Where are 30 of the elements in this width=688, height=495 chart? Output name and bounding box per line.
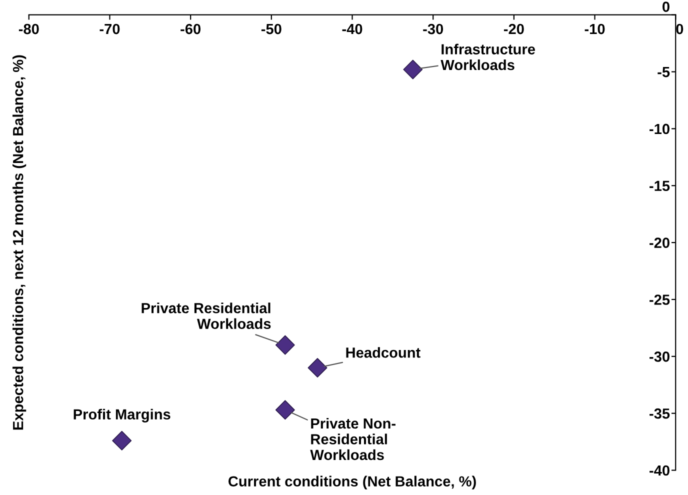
x-tick-label: -40 xyxy=(342,24,362,34)
point xyxy=(403,60,423,80)
annotation: Headcount xyxy=(346,347,420,358)
point xyxy=(308,358,328,378)
y-tick-label: -15 xyxy=(650,180,670,192)
x-tick-label: -60 xyxy=(180,24,201,34)
y-tick-label: -5 xyxy=(658,67,670,78)
x-tick-label: -20 xyxy=(504,24,524,34)
y-tick-label: -40 xyxy=(650,465,670,476)
y-tick-label: -25 xyxy=(650,294,670,305)
y-tick-label: -30 xyxy=(650,352,670,362)
x-tick-label: -70 xyxy=(100,24,120,34)
y-tick-label: -20 xyxy=(650,238,670,248)
y-axis-title: Expected conditions, next 12 months (Net Balance, %) xyxy=(12,55,26,430)
annotation: Private Non- Residential Workloads xyxy=(310,418,396,460)
x-axis-title: Current conditions (Net Balance, %) xyxy=(228,476,476,490)
y-tick-label: -35 xyxy=(650,408,670,419)
annotation: Infrastructure Workloads xyxy=(440,44,535,70)
x-tick-label: -30 xyxy=(423,24,444,34)
x-tick-label: 0 xyxy=(676,24,684,34)
annotation: Profit Margins xyxy=(74,408,170,422)
point xyxy=(275,335,295,355)
annotation: Private Residential Workloads xyxy=(142,302,271,330)
y-tick-label: -10 xyxy=(650,124,670,134)
x-tick-label: -80 xyxy=(18,24,39,34)
y-tick-label: 0 xyxy=(662,2,670,12)
point xyxy=(112,430,132,450)
x-tick-label: -50 xyxy=(261,24,282,34)
x-tick-label: -10 xyxy=(584,24,605,34)
point xyxy=(275,400,295,420)
